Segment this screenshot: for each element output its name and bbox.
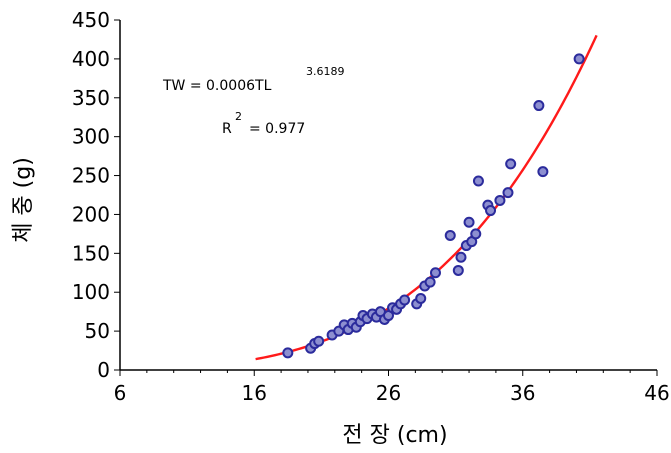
x-tick-label: 6 xyxy=(114,381,127,405)
data-point xyxy=(399,294,411,306)
fit-curve xyxy=(255,34,598,361)
x-axis-title: 전 장 (cm) xyxy=(342,423,447,448)
y-tick-label: 50 xyxy=(85,319,110,343)
y-axis-title: 체 중 (g) xyxy=(11,157,36,243)
data-point xyxy=(424,276,436,288)
x-tick-label: 16 xyxy=(242,381,267,405)
data-point xyxy=(444,229,456,241)
x-tick-label: 26 xyxy=(376,381,401,405)
y-tick-label: 0 xyxy=(97,358,110,382)
r2-exponent: 2 xyxy=(235,110,242,123)
r2-value: = 0.977 xyxy=(249,121,305,137)
equation-main: TW = 0.0006TL xyxy=(162,78,272,94)
y-tick-label: 100 xyxy=(72,280,110,304)
data-point xyxy=(455,251,467,263)
data-point xyxy=(494,194,506,206)
y-tick-label: 150 xyxy=(72,241,110,265)
x-tick-label: 46 xyxy=(644,381,669,405)
data-point xyxy=(429,267,441,279)
data-point xyxy=(533,100,545,112)
data-point xyxy=(470,228,482,240)
data-point xyxy=(415,292,427,304)
y-tick-label: 300 xyxy=(72,125,110,149)
data-point xyxy=(537,166,549,178)
y-tick-label: 200 xyxy=(72,202,110,226)
data-point xyxy=(313,335,325,347)
y-tick-label: 400 xyxy=(72,47,110,71)
data-point xyxy=(463,216,475,228)
x-tick-label: 36 xyxy=(510,381,535,405)
data-point xyxy=(472,175,484,187)
axes-group: 6 16 26 36 46 0 50 100 150 200 250 300 350 400 450 xyxy=(72,8,670,405)
data-point xyxy=(502,187,514,199)
y-tick-label: 350 xyxy=(72,86,110,110)
r2-label: R xyxy=(222,121,232,137)
data-point xyxy=(505,158,517,170)
data-point xyxy=(485,205,497,217)
points-group xyxy=(282,53,585,359)
equation-exponent: 3.6189 xyxy=(306,65,345,78)
data-point xyxy=(282,347,294,359)
y-tick-label: 450 xyxy=(72,8,110,32)
equation-annotation: TW = 0.0006TL 3.6189 R 2 = 0.977 xyxy=(162,65,345,137)
data-point xyxy=(573,53,585,65)
y-tick-label: 250 xyxy=(72,164,110,188)
data-point xyxy=(452,264,464,276)
